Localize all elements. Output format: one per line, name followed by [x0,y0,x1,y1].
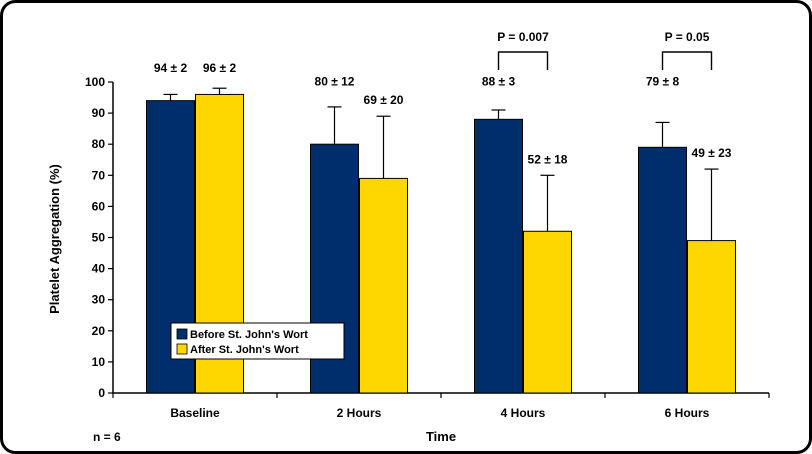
y-tick-label: 40 [92,262,106,276]
x-category-label: 4 Hours [501,406,546,420]
legend-box [170,322,345,360]
bar-after-st-john-s-wort [687,240,736,394]
significance-bracket [661,51,713,70]
data-label: 96 ± 2 [203,61,237,75]
data-label: 69 ± 20 [364,93,404,107]
significance-label: P = 0.007 [497,30,549,44]
y-tick-label: 50 [92,231,106,245]
bar-after-st-john-s-wort [359,177,408,394]
x-category-label: 2 Hours [337,406,382,420]
y-tick-label: 100 [85,75,105,89]
bar-after-st-john-s-wort [523,230,572,394]
sample-size-note: n = 6 [93,430,121,444]
bar-before-st-john-s-wort [474,118,523,394]
legend-swatch-before [176,328,188,340]
y-tick-label: 0 [98,386,105,400]
legend-label-before: Before St. John's Wort [190,329,308,341]
y-tick-label: 70 [92,168,106,182]
y-tick-label: 30 [92,293,106,307]
y-tick-label: 80 [92,137,106,151]
legend-label-after: After St. John's Wort [190,344,299,356]
y-tick-label: 60 [92,199,106,213]
data-label: 80 ± 12 [315,75,355,89]
y-tick-label: 20 [92,324,106,338]
bar-before-st-john-s-wort [638,146,687,394]
data-label: 49 ± 23 [692,146,732,160]
legend: Before St. John's Wort After St. John's … [170,322,345,360]
data-label: 79 ± 8 [646,75,680,89]
significance-bracket [497,51,549,70]
significance-label: P = 0.05 [665,30,710,44]
x-axis-title: Time [426,429,456,444]
data-label: 88 ± 3 [482,75,516,89]
x-category-label: Baseline [170,406,220,420]
data-label: 52 ± 18 [528,152,568,166]
legend-swatch-after [176,343,188,355]
y-axis-title: Platelet Aggregation (%) [47,164,62,314]
y-tick-label: 90 [92,106,106,120]
y-tick-label: 10 [92,355,106,369]
data-label: 94 ± 2 [154,61,188,75]
x-category-label: 6 Hours [665,406,710,420]
